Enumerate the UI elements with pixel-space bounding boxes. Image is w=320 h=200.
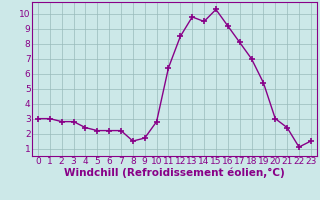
X-axis label: Windchill (Refroidissement éolien,°C): Windchill (Refroidissement éolien,°C): [64, 168, 285, 178]
